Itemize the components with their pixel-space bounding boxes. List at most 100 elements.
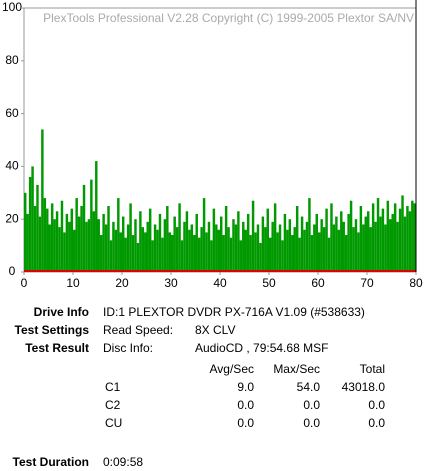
bar — [183, 221, 186, 272]
bar — [53, 219, 56, 272]
bar — [222, 235, 225, 272]
bar — [92, 211, 96, 272]
bar — [148, 208, 152, 272]
bar — [26, 213, 29, 272]
bar — [327, 237, 331, 272]
bar — [340, 211, 343, 272]
bar — [75, 198, 78, 272]
bar — [55, 211, 59, 272]
bar — [276, 232, 279, 272]
bar — [24, 192, 27, 272]
x-tick-label: 50 — [262, 276, 276, 290]
bar — [305, 221, 309, 272]
bar — [151, 240, 154, 272]
bar — [205, 232, 208, 272]
bar — [50, 203, 54, 272]
bar — [269, 237, 272, 272]
bar — [303, 229, 306, 272]
label: Disc Info: — [103, 341, 153, 355]
bar — [109, 240, 113, 272]
bar — [163, 219, 167, 272]
value: ID:1 PLEXTOR DVDR PX-716A V1.09 (#538633… — [103, 305, 365, 319]
bar — [283, 213, 287, 272]
bar — [393, 203, 397, 272]
bar — [352, 227, 355, 272]
bar — [310, 235, 314, 272]
bar — [38, 216, 42, 272]
x-tick-label: 70 — [360, 276, 374, 290]
watermark: PlexTools Professional V2.28 Copyright (… — [43, 11, 414, 25]
bar — [129, 203, 132, 272]
bar — [73, 229, 76, 272]
row-label: C1 — [105, 380, 121, 394]
bar — [281, 240, 284, 272]
bar — [266, 208, 269, 272]
bar — [384, 224, 387, 272]
y-tick-label: 100 — [2, 0, 22, 14]
bar — [136, 242, 140, 272]
bar — [99, 235, 103, 272]
bar — [413, 203, 416, 272]
bar — [193, 235, 196, 272]
bar — [139, 211, 142, 272]
bar — [273, 203, 277, 272]
bar — [364, 216, 367, 272]
bar — [171, 235, 174, 272]
cell: 43018.0 — [342, 380, 386, 394]
bar — [114, 229, 118, 272]
bar — [58, 227, 61, 272]
column-header: Max/Sec — [273, 362, 320, 376]
bar — [107, 206, 110, 272]
bar — [97, 219, 100, 272]
bar — [124, 237, 127, 272]
bar — [344, 235, 348, 272]
bar — [210, 240, 213, 272]
bar — [300, 216, 304, 272]
bar — [70, 208, 73, 272]
bar — [126, 224, 130, 272]
bar — [175, 227, 179, 272]
y-tick-label: 40 — [5, 159, 19, 173]
y-tick-label: 60 — [5, 106, 19, 120]
cell: 9.0 — [237, 380, 254, 394]
bar — [153, 224, 157, 272]
bar — [308, 198, 311, 272]
cell: 0.0 — [368, 416, 385, 430]
bar — [200, 227, 203, 272]
x-tick-label: 0 — [21, 276, 28, 290]
bar — [391, 213, 394, 272]
bar — [396, 221, 399, 272]
bar — [347, 213, 350, 272]
bar — [161, 237, 164, 272]
bar — [146, 221, 149, 272]
bar — [28, 176, 32, 272]
bar — [349, 200, 353, 272]
bar — [288, 219, 292, 272]
bar — [102, 213, 105, 272]
bar — [332, 224, 336, 272]
row-label: CU — [105, 416, 122, 430]
bar — [80, 206, 83, 272]
column-header: Avg/Sec — [210, 362, 254, 376]
bar — [371, 203, 375, 272]
value: 8X CLV — [195, 323, 235, 337]
bar — [313, 224, 316, 272]
bar — [60, 200, 64, 272]
bar — [141, 227, 145, 272]
bar — [215, 224, 218, 272]
bar — [119, 232, 122, 272]
bar — [293, 227, 296, 272]
bar — [156, 229, 159, 272]
bar — [342, 221, 345, 272]
bar — [318, 232, 321, 272]
label: Read Speed: — [103, 323, 173, 337]
bar — [87, 219, 91, 272]
x-tick-label: 20 — [115, 276, 129, 290]
y-tick-label: 20 — [5, 211, 19, 225]
bar — [398, 208, 402, 272]
bar — [379, 216, 382, 272]
bar — [286, 229, 289, 272]
bar — [229, 237, 233, 272]
bar — [239, 240, 243, 272]
